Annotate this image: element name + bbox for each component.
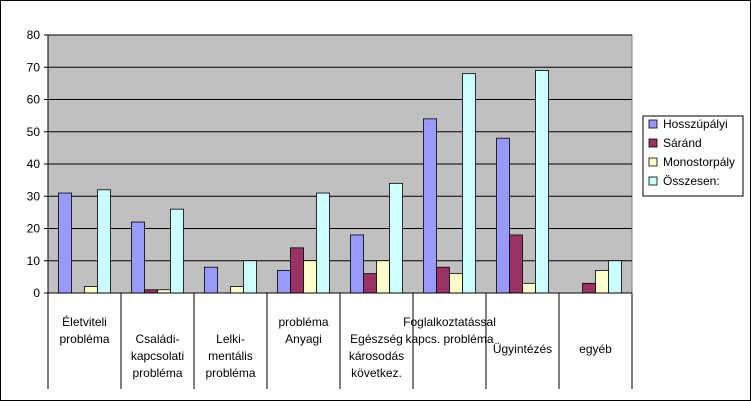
y-tick-label: 20: [27, 222, 41, 236]
bar-4-0: [350, 234, 364, 294]
category-label: Életviteli: [62, 314, 107, 329]
category-labels: Életviteli probléma Családi-kapcsolati prob…: [59, 314, 612, 380]
category-label: mentális: [208, 349, 253, 363]
category-label: egyéb: [579, 342, 612, 356]
bar-5-3: [462, 73, 476, 294]
category-label: Egészség: [350, 332, 403, 346]
legend-swatch: [648, 119, 658, 129]
bar-3-0: [277, 270, 291, 294]
legend-swatch: [648, 138, 658, 148]
bar-4-3: [389, 182, 403, 294]
bar-0-2: [84, 286, 98, 294]
bar-6-3: [535, 70, 549, 294]
legend-swatch: [648, 157, 658, 167]
legend-box: [642, 115, 744, 197]
y-tick-label: 0: [33, 286, 40, 300]
category-label: következ.: [351, 366, 402, 380]
bar-2-2: [230, 286, 244, 294]
legend-label: Összesen:: [663, 174, 720, 188]
axes: [44, 34, 633, 389]
category-label: Anyagi: [285, 332, 322, 346]
bar-7-1: [582, 282, 596, 294]
bar-5-0: [423, 118, 437, 294]
bar-5-2: [449, 273, 463, 294]
category-label: Családi-: [135, 332, 179, 346]
category-label: probléma: [278, 315, 328, 329]
category-label: probléma: [205, 366, 255, 380]
legend-label: Monostorpály: [663, 155, 735, 169]
bar-1-0: [131, 221, 145, 294]
y-tick-label: 70: [27, 60, 41, 74]
bar-6-1: [509, 234, 523, 294]
bar-3-1: [290, 247, 304, 294]
legend-label: Hosszúpályi: [663, 117, 728, 131]
bar-3-2: [303, 260, 317, 294]
category-label: probléma: [59, 332, 109, 346]
bar-1-3: [170, 208, 184, 294]
bars: [58, 70, 622, 294]
bar-6-2: [522, 282, 536, 294]
y-tick-label: 80: [27, 28, 41, 42]
bar-2-3: [243, 260, 257, 294]
bar-2-0: [204, 266, 218, 294]
bar-4-1: [363, 273, 377, 294]
bar-3-3: [316, 192, 330, 294]
y-tick-label: 30: [27, 189, 41, 203]
bar-5-1: [436, 266, 450, 294]
category-label: kapcs. probléma: [405, 332, 493, 346]
category-label: károsodás: [349, 349, 404, 363]
bar-6-0: [496, 137, 510, 294]
bar-0-3: [97, 189, 111, 294]
gridlines: [48, 34, 632, 262]
y-tick-label: 40: [27, 157, 41, 171]
legend-swatch: [648, 176, 658, 186]
category-label: Ügyintézés: [493, 342, 552, 356]
bar-4-2: [376, 260, 390, 294]
bar-7-3: [608, 260, 622, 294]
category-label: probléma: [132, 366, 182, 380]
category-label: Foglalkoztatással: [403, 315, 496, 329]
bar-0-0: [58, 192, 72, 294]
category-label: kapcsolati: [131, 349, 184, 363]
y-tick-labels: 0 10 20 30 40 50 60 70 80: [27, 28, 41, 300]
y-tick-label: 60: [27, 93, 41, 107]
y-tick-label: 10: [27, 254, 41, 268]
bar-7-2: [595, 270, 609, 294]
legend-label: Sáránd: [663, 136, 702, 150]
legend: Hosszúpályi Sáránd Monostorpály Összesen:: [642, 115, 744, 197]
y-tick-label: 50: [27, 125, 41, 139]
category-label: Lelki-: [216, 332, 245, 346]
